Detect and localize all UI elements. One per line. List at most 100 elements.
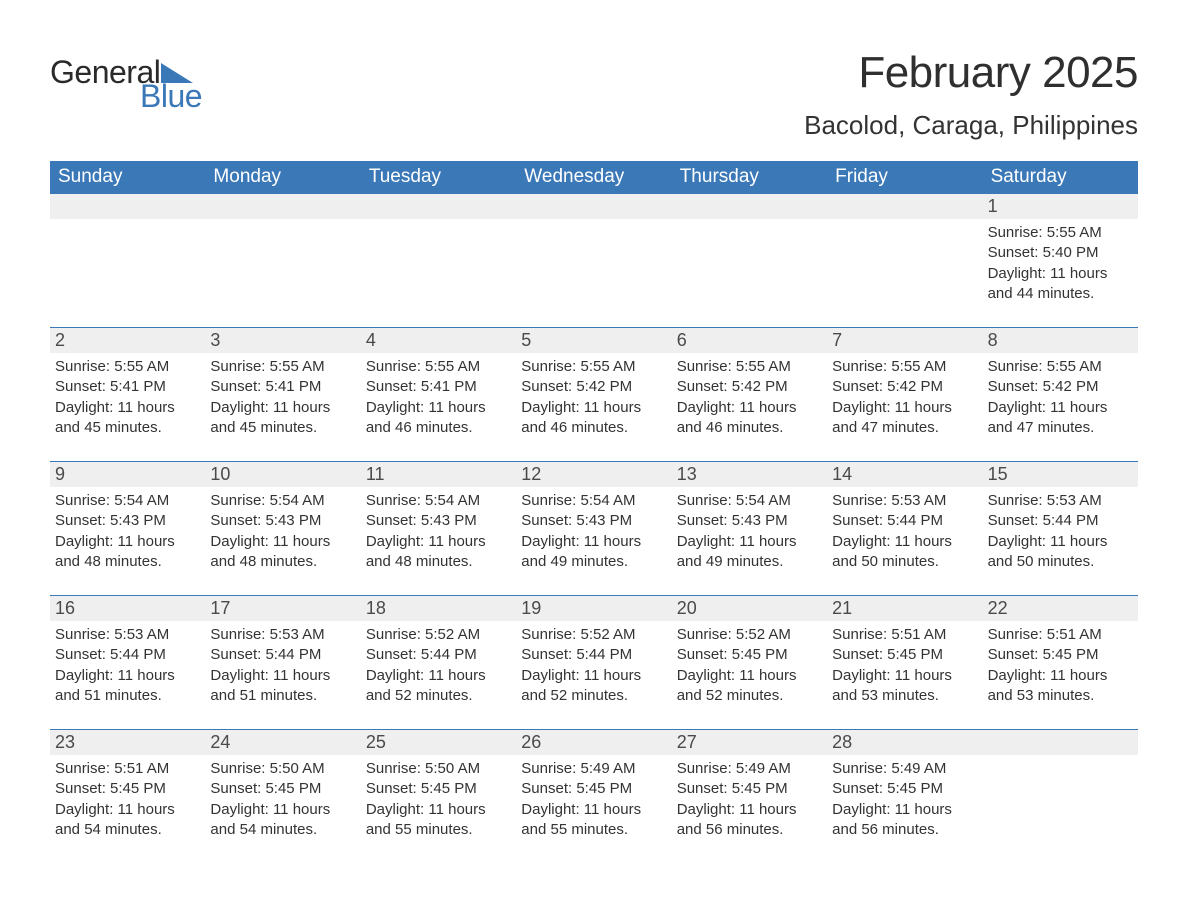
day-cell: Sunrise: 5:53 AMSunset: 5:44 PMDaylight:… — [827, 487, 982, 587]
day-cell: Sunrise: 5:52 AMSunset: 5:44 PMDaylight:… — [361, 621, 516, 721]
sunrise-line: Sunrise: 5:55 AM — [988, 357, 1133, 377]
sunset-line: Sunset: 5:44 PM — [521, 645, 666, 665]
dow-saturday: Saturday — [983, 161, 1138, 194]
daylight-line: Daylight: 11 hours and 55 minutes. — [521, 800, 666, 841]
dow-monday: Monday — [205, 161, 360, 194]
week-row: 2345678Sunrise: 5:55 AMSunset: 5:41 PMDa… — [50, 327, 1138, 461]
daynum-row: 1 — [50, 194, 1138, 219]
sunrise-line: Sunrise: 5:54 AM — [55, 491, 200, 511]
day-number: 9 — [50, 462, 205, 487]
daylight-line: Daylight: 11 hours and 45 minutes. — [210, 398, 355, 439]
sunrise-line: Sunrise: 5:55 AM — [366, 357, 511, 377]
dow-tuesday: Tuesday — [361, 161, 516, 194]
week-row: 1Sunrise: 5:55 AMSunset: 5:40 PMDaylight… — [50, 194, 1138, 327]
day-number: 16 — [50, 596, 205, 621]
sunset-line: Sunset: 5:42 PM — [988, 377, 1133, 397]
sunrise-line: Sunrise: 5:55 AM — [832, 357, 977, 377]
sunrise-line: Sunrise: 5:55 AM — [677, 357, 822, 377]
day-cell — [672, 219, 827, 319]
sunrise-line: Sunrise: 5:55 AM — [988, 223, 1133, 243]
daylight-line: Daylight: 11 hours and 55 minutes. — [366, 800, 511, 841]
day-cell: Sunrise: 5:54 AMSunset: 5:43 PMDaylight:… — [205, 487, 360, 587]
day-cell: Sunrise: 5:50 AMSunset: 5:45 PMDaylight:… — [361, 755, 516, 855]
daylight-line: Daylight: 11 hours and 48 minutes. — [55, 532, 200, 573]
brand-logo: General Blue — [50, 56, 202, 115]
sunset-line: Sunset: 5:45 PM — [366, 779, 511, 799]
week-row: 232425262728Sunrise: 5:51 AMSunset: 5:45… — [50, 729, 1138, 863]
day-cell: Sunrise: 5:49 AMSunset: 5:45 PMDaylight:… — [672, 755, 827, 855]
day-number: 21 — [827, 596, 982, 621]
daylight-line: Daylight: 11 hours and 52 minutes. — [521, 666, 666, 707]
day-cell: Sunrise: 5:49 AMSunset: 5:45 PMDaylight:… — [516, 755, 671, 855]
week-row: 9101112131415Sunrise: 5:54 AMSunset: 5:4… — [50, 461, 1138, 595]
sunset-line: Sunset: 5:41 PM — [55, 377, 200, 397]
sunrise-line: Sunrise: 5:54 AM — [210, 491, 355, 511]
sunrise-line: Sunrise: 5:53 AM — [832, 491, 977, 511]
calendar: SundayMondayTuesdayWednesdayThursdayFrid… — [50, 161, 1138, 863]
day-cell — [50, 219, 205, 319]
sunset-line: Sunset: 5:44 PM — [366, 645, 511, 665]
week-body: Sunrise: 5:55 AMSunset: 5:41 PMDaylight:… — [50, 353, 1138, 461]
sunrise-line: Sunrise: 5:54 AM — [521, 491, 666, 511]
dow-wednesday: Wednesday — [516, 161, 671, 194]
day-number: 1 — [983, 194, 1138, 219]
day-cell: Sunrise: 5:55 AMSunset: 5:40 PMDaylight:… — [983, 219, 1138, 319]
day-cell — [361, 219, 516, 319]
day-number — [205, 194, 360, 219]
sunset-line: Sunset: 5:40 PM — [988, 243, 1133, 263]
daynum-row: 9101112131415 — [50, 462, 1138, 487]
sunrise-line: Sunrise: 5:51 AM — [832, 625, 977, 645]
dow-friday: Friday — [827, 161, 982, 194]
sunrise-line: Sunrise: 5:54 AM — [366, 491, 511, 511]
sunset-line: Sunset: 5:43 PM — [366, 511, 511, 531]
daylight-line: Daylight: 11 hours and 56 minutes. — [677, 800, 822, 841]
sunset-line: Sunset: 5:42 PM — [832, 377, 977, 397]
daynum-row: 232425262728 — [50, 730, 1138, 755]
sunset-line: Sunset: 5:45 PM — [677, 645, 822, 665]
day-cell — [827, 219, 982, 319]
daylight-line: Daylight: 11 hours and 48 minutes. — [366, 532, 511, 573]
sunrise-line: Sunrise: 5:54 AM — [677, 491, 822, 511]
day-number: 18 — [361, 596, 516, 621]
daylight-line: Daylight: 11 hours and 47 minutes. — [988, 398, 1133, 439]
daylight-line: Daylight: 11 hours and 54 minutes. — [210, 800, 355, 841]
day-number: 5 — [516, 328, 671, 353]
day-number: 8 — [983, 328, 1138, 353]
day-number: 13 — [672, 462, 827, 487]
sunset-line: Sunset: 5:45 PM — [55, 779, 200, 799]
day-number: 15 — [983, 462, 1138, 487]
location-subtitle: Bacolod, Caraga, Philippines — [804, 110, 1138, 141]
day-cell: Sunrise: 5:55 AMSunset: 5:41 PMDaylight:… — [205, 353, 360, 453]
calendar-body: 1Sunrise: 5:55 AMSunset: 5:40 PMDaylight… — [50, 194, 1138, 863]
day-cell: Sunrise: 5:51 AMSunset: 5:45 PMDaylight:… — [50, 755, 205, 855]
daylight-line: Daylight: 11 hours and 51 minutes. — [210, 666, 355, 707]
daylight-line: Daylight: 11 hours and 46 minutes. — [677, 398, 822, 439]
sunset-line: Sunset: 5:42 PM — [677, 377, 822, 397]
day-cell: Sunrise: 5:49 AMSunset: 5:45 PMDaylight:… — [827, 755, 982, 855]
sunrise-line: Sunrise: 5:52 AM — [366, 625, 511, 645]
day-number: 23 — [50, 730, 205, 755]
day-cell: Sunrise: 5:55 AMSunset: 5:42 PMDaylight:… — [672, 353, 827, 453]
sunrise-line: Sunrise: 5:51 AM — [55, 759, 200, 779]
daylight-line: Daylight: 11 hours and 47 minutes. — [832, 398, 977, 439]
sunset-line: Sunset: 5:41 PM — [210, 377, 355, 397]
day-number: 4 — [361, 328, 516, 353]
sunset-line: Sunset: 5:45 PM — [677, 779, 822, 799]
day-number: 22 — [983, 596, 1138, 621]
day-number: 7 — [827, 328, 982, 353]
day-cell: Sunrise: 5:54 AMSunset: 5:43 PMDaylight:… — [50, 487, 205, 587]
daylight-line: Daylight: 11 hours and 56 minutes. — [832, 800, 977, 841]
day-cell: Sunrise: 5:52 AMSunset: 5:45 PMDaylight:… — [672, 621, 827, 721]
sunrise-line: Sunrise: 5:52 AM — [521, 625, 666, 645]
daylight-line: Daylight: 11 hours and 49 minutes. — [677, 532, 822, 573]
daylight-line: Daylight: 11 hours and 48 minutes. — [210, 532, 355, 573]
brand-part2: Blue — [140, 78, 202, 115]
sunset-line: Sunset: 5:41 PM — [366, 377, 511, 397]
daylight-line: Daylight: 11 hours and 50 minutes. — [832, 532, 977, 573]
daylight-line: Daylight: 11 hours and 52 minutes. — [366, 666, 511, 707]
day-number — [827, 194, 982, 219]
sunrise-line: Sunrise: 5:50 AM — [210, 759, 355, 779]
day-cell: Sunrise: 5:53 AMSunset: 5:44 PMDaylight:… — [205, 621, 360, 721]
week-body: Sunrise: 5:53 AMSunset: 5:44 PMDaylight:… — [50, 621, 1138, 729]
day-number: 14 — [827, 462, 982, 487]
